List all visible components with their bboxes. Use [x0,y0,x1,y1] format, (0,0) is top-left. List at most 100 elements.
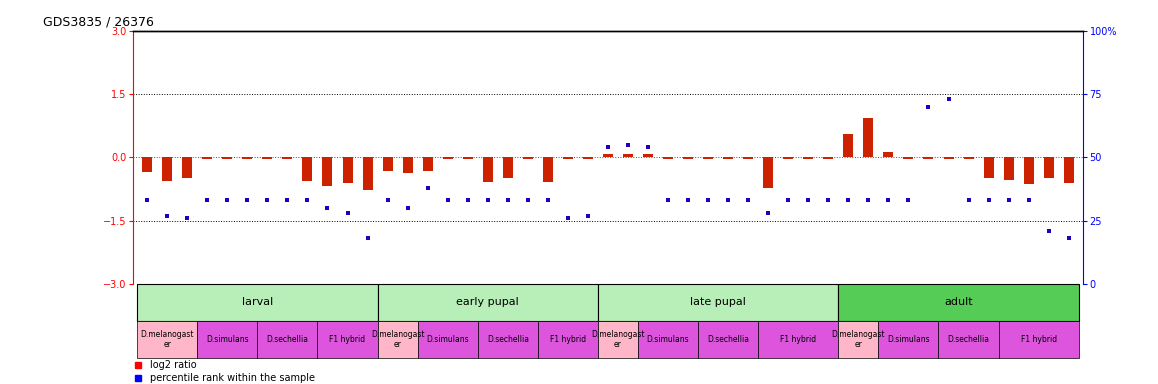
Bar [137,284,378,321]
Bar [823,157,834,159]
Text: GDS3835 / 26376: GDS3835 / 26376 [43,15,154,28]
Point [138,197,156,204]
Point [299,197,317,204]
Point [799,197,818,204]
Text: F1 hybrid: F1 hybrid [330,335,366,344]
Point [959,197,977,204]
Text: late pupal: late pupal [690,298,746,308]
Text: D.simulans: D.simulans [206,335,249,344]
Bar [263,157,272,159]
Bar [257,321,317,358]
Point [639,144,658,150]
Point [398,205,417,211]
Bar [703,157,713,159]
Point [919,104,938,110]
Point [1060,235,1078,242]
Bar [537,321,598,358]
Point [840,197,858,204]
Bar [698,321,758,358]
Bar [197,321,257,358]
Point [218,197,236,204]
Point [258,197,277,204]
Bar [923,157,933,159]
Point [1040,228,1058,234]
Text: larval: larval [242,298,273,308]
Text: D.sechellia: D.sechellia [266,335,308,344]
Text: D.melanogast
er: D.melanogast er [140,330,195,349]
Bar [322,157,332,186]
Point [879,197,897,204]
Bar [783,157,793,159]
Text: early pupal: early pupal [456,298,519,308]
Bar [317,321,378,358]
Bar [944,157,953,159]
Point [157,212,176,218]
Bar [963,157,974,159]
Bar [162,157,173,180]
Text: D.melanogast
er: D.melanogast er [831,330,885,349]
Point [999,197,1018,204]
Text: percentile rank within the sample: percentile rank within the sample [151,373,315,383]
Bar [804,157,813,159]
Bar [763,157,774,188]
Bar [378,321,418,358]
Point [939,96,958,102]
Text: D.melanogast
er: D.melanogast er [592,330,645,349]
Bar [603,154,613,157]
Bar [403,157,412,173]
Text: D.melanogast
er: D.melanogast er [371,330,424,349]
Bar [838,284,1079,321]
Point [278,197,296,204]
Bar [638,321,698,358]
Text: D.simulans: D.simulans [426,335,469,344]
Point [358,235,376,242]
Bar [362,157,373,190]
Bar [423,157,433,171]
Bar [879,321,938,358]
Point [1019,197,1038,204]
Bar [543,157,552,182]
Bar [1004,157,1013,180]
Point [819,197,837,204]
Bar [442,157,453,159]
Bar [843,134,853,157]
Bar [463,157,472,159]
Text: D.sechellia: D.sechellia [486,335,529,344]
Text: D.sechellia: D.sechellia [947,335,990,344]
Bar [203,157,212,159]
Bar [1024,157,1034,184]
Point [478,197,497,204]
Bar [998,321,1079,358]
Bar [142,157,152,172]
Bar [758,321,838,358]
Bar [983,157,994,179]
Bar [182,157,192,179]
Point [579,212,598,218]
Point [859,197,878,204]
Point [980,197,998,204]
Text: F1 hybrid: F1 hybrid [550,335,586,344]
Point [558,215,577,221]
Bar [743,157,753,159]
Bar [242,157,252,159]
Bar [683,157,694,159]
Bar [418,321,478,358]
Bar [1043,157,1054,179]
Bar [483,157,493,182]
Bar [302,157,313,180]
Bar [378,284,598,321]
Bar [478,321,537,358]
Point [519,197,537,204]
Point [318,205,337,211]
Point [758,210,777,216]
Point [679,197,697,204]
Text: F1 hybrid: F1 hybrid [780,335,816,344]
Bar [563,157,573,159]
Bar [903,157,914,159]
Point [459,197,477,204]
Bar [283,157,293,159]
Bar [343,157,352,184]
Bar [723,157,733,159]
Point [599,144,617,150]
Bar [582,157,593,159]
